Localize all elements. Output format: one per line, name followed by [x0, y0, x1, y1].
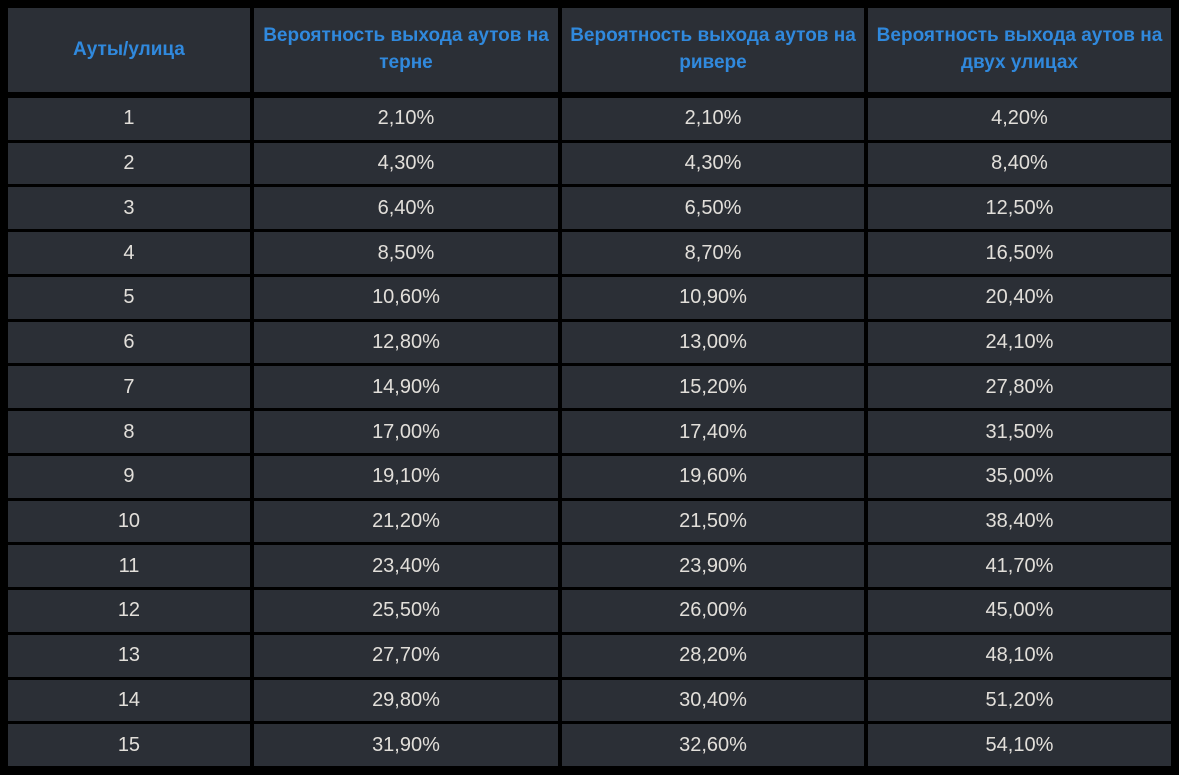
table-row: 15 31,90% 32,60% 54,10%	[8, 724, 1171, 766]
both-prob-cell: 16,50%	[863, 232, 1171, 277]
both-prob-cell: 35,00%	[863, 455, 1171, 501]
outs-cell: 9	[8, 455, 250, 501]
both-prob-cell: 38,40%	[863, 500, 1171, 546]
outs-cell: 5	[8, 276, 250, 322]
river-prob-cell: 6,50%	[558, 187, 864, 233]
outs-cell: 7	[8, 366, 250, 412]
turn-prob-cell: 25,50%	[249, 590, 559, 635]
table-row: 1 2,10% 2,10% 4,20%	[8, 98, 1171, 143]
outs-cell: 3	[8, 187, 250, 233]
river-prob-cell: 19,60%	[558, 455, 864, 501]
turn-prob-cell: 2,10%	[249, 98, 559, 143]
both-prob-cell: 31,50%	[863, 411, 1171, 456]
table-row: 12 25,50% 26,00% 45,00%	[8, 590, 1171, 635]
both-prob-cell: 51,20%	[863, 679, 1171, 725]
river-prob-cell: 32,60%	[558, 724, 864, 766]
both-prob-cell: 41,70%	[863, 545, 1171, 591]
river-prob-cell: 23,90%	[558, 545, 864, 591]
turn-prob-cell: 27,70%	[249, 634, 559, 680]
turn-prob-cell: 29,80%	[249, 679, 559, 725]
turn-prob-cell: 17,00%	[249, 411, 559, 456]
both-prob-cell: 45,00%	[863, 590, 1171, 635]
outs-cell: 15	[8, 724, 250, 766]
outs-cell: 11	[8, 545, 250, 591]
river-prob-cell: 26,00%	[558, 590, 864, 635]
table-row: 9 19,10% 19,60% 35,00%	[8, 455, 1171, 501]
turn-prob-cell: 21,20%	[249, 500, 559, 546]
river-prob-cell: 2,10%	[558, 98, 864, 143]
both-prob-cell: 24,10%	[863, 321, 1171, 367]
table-body: 1 2,10% 2,10% 4,20% 2 4,30% 4,30% 8,40% …	[8, 98, 1171, 766]
river-prob-cell: 17,40%	[558, 411, 864, 456]
table-row: 7 14,90% 15,20% 27,80%	[8, 366, 1171, 412]
table-row: 2 4,30% 4,30% 8,40%	[8, 142, 1171, 188]
turn-prob-cell: 12,80%	[249, 321, 559, 367]
river-prob-cell: 30,40%	[558, 679, 864, 725]
both-prob-cell: 12,50%	[863, 187, 1171, 233]
header-row: Ауты/улица Вероятность выхода аутов на т…	[8, 8, 1171, 98]
outs-cell: 10	[8, 500, 250, 546]
outs-cell: 14	[8, 679, 250, 725]
turn-prob-cell: 8,50%	[249, 232, 559, 277]
both-prob-cell: 54,10%	[863, 724, 1171, 766]
column-header-outs: Ауты/улица	[8, 8, 250, 98]
outs-cell: 1	[8, 98, 250, 143]
column-header-both: Вероятность выхода аутов на двух улицах	[863, 8, 1171, 98]
both-prob-cell: 20,40%	[863, 276, 1171, 322]
table-row: 4 8,50% 8,70% 16,50%	[8, 232, 1171, 277]
both-prob-cell: 8,40%	[863, 142, 1171, 188]
outs-cell: 13	[8, 634, 250, 680]
river-prob-cell: 28,20%	[558, 634, 864, 680]
river-prob-cell: 4,30%	[558, 142, 864, 188]
outs-cell: 6	[8, 321, 250, 367]
both-prob-cell: 48,10%	[863, 634, 1171, 680]
outs-cell: 8	[8, 411, 250, 456]
turn-prob-cell: 6,40%	[249, 187, 559, 233]
outs-cell: 12	[8, 590, 250, 635]
column-header-turn: Вероятность выхода аутов на терне	[249, 8, 559, 98]
both-prob-cell: 27,80%	[863, 366, 1171, 412]
outs-cell: 4	[8, 232, 250, 277]
column-header-river: Вероятность выхода аутов на ривере	[558, 8, 864, 98]
river-prob-cell: 8,70%	[558, 232, 864, 277]
table-row: 6 12,80% 13,00% 24,10%	[8, 321, 1171, 367]
probability-table: Ауты/улица Вероятность выхода аутов на т…	[8, 8, 1171, 766]
table-row: 5 10,60% 10,90% 20,40%	[8, 276, 1171, 322]
table-row: 8 17,00% 17,40% 31,50%	[8, 411, 1171, 456]
river-prob-cell: 13,00%	[558, 321, 864, 367]
table-row: 3 6,40% 6,50% 12,50%	[8, 187, 1171, 233]
turn-prob-cell: 19,10%	[249, 455, 559, 501]
both-prob-cell: 4,20%	[863, 98, 1171, 143]
outs-cell: 2	[8, 142, 250, 188]
turn-prob-cell: 23,40%	[249, 545, 559, 591]
turn-prob-cell: 31,90%	[249, 724, 559, 766]
table-row: 14 29,80% 30,40% 51,20%	[8, 679, 1171, 725]
river-prob-cell: 10,90%	[558, 276, 864, 322]
table-row: 13 27,70% 28,20% 48,10%	[8, 634, 1171, 680]
table-row: 11 23,40% 23,90% 41,70%	[8, 545, 1171, 591]
turn-prob-cell: 14,90%	[249, 366, 559, 412]
river-prob-cell: 21,50%	[558, 500, 864, 546]
river-prob-cell: 15,20%	[558, 366, 864, 412]
table-row: 10 21,20% 21,50% 38,40%	[8, 500, 1171, 546]
turn-prob-cell: 4,30%	[249, 142, 559, 188]
table-header: Ауты/улица Вероятность выхода аутов на т…	[8, 8, 1171, 98]
turn-prob-cell: 10,60%	[249, 276, 559, 322]
